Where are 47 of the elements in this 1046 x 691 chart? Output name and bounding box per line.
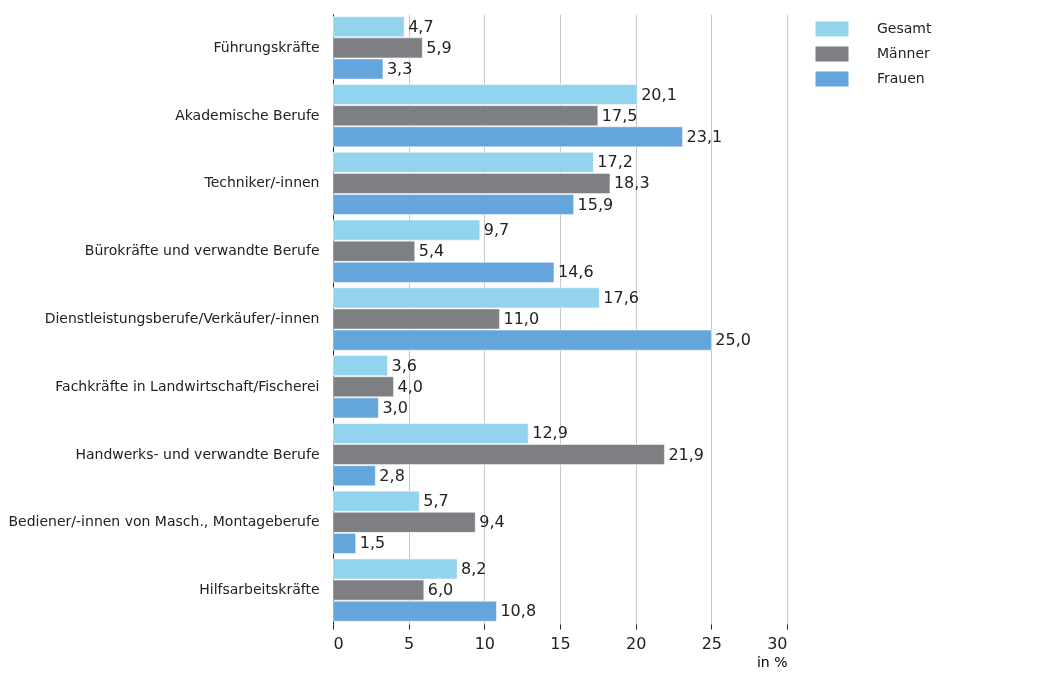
data-label: 3,0 [382, 397, 408, 417]
data-label: 3,3 [386, 59, 413, 79]
x-tick-label: 20 [625, 633, 647, 653]
legend-label: Männer [877, 45, 931, 61]
data-label: 9,7 [483, 220, 510, 240]
x-tick-label: 15 [550, 633, 571, 653]
data-label: 2,8 [379, 465, 405, 485]
x-tick-label: 5 [404, 633, 415, 653]
data-label: 8,2 [461, 558, 487, 578]
y-tick-label: Handwerks- und verwandte Berufe [75, 445, 320, 462]
legend-label: Gesamt [877, 20, 932, 36]
data-label: 4,0 [397, 376, 423, 396]
data-label: 11,0 [503, 309, 540, 328]
x-axis-title: in % [756, 653, 788, 670]
y-tick-label: Dienstleistungsberufe/Verkäufer/-innen [44, 310, 320, 326]
x-tick-label: 10 [474, 633, 496, 653]
y-tick-label: Bürokräfte und verwandte Berufe [84, 242, 320, 259]
data-label: 18,3 [613, 173, 650, 193]
data-label: 23,1 [686, 126, 723, 146]
y-tick-label: Führungskräfte [213, 38, 320, 55]
x-tick-label: 0 [333, 633, 344, 653]
data-label: 1,5 [359, 533, 386, 553]
data-label: 21,9 [668, 444, 705, 464]
y-tick-label: Fachkräfte in Landwirtschaft/Fischerei [55, 377, 320, 394]
y-tick-label: Hilfsarbeitskräfte [199, 581, 320, 598]
data-label: 5,7 [423, 491, 449, 511]
data-label: 14,6 [557, 262, 594, 282]
data-label: 9,4 [479, 512, 505, 532]
data-label: 17,2 [597, 152, 633, 172]
data-label: 6,0 [427, 580, 454, 600]
x-tick-label: 30 [767, 633, 788, 653]
data-label: 10,8 [500, 601, 537, 621]
data-label: 17,5 [601, 105, 638, 125]
data-label: 12,9 [532, 423, 568, 443]
data-label: 15,9 [577, 194, 614, 214]
data-label: 5,9 [426, 37, 452, 57]
data-label: 17,6 [603, 287, 639, 307]
y-tick-label: Akademische Berufe [175, 106, 320, 123]
x-tick-label: 25 [701, 633, 723, 653]
data-label: 4,7 [408, 16, 434, 36]
data-label: 25,0 [715, 330, 751, 350]
data-label: 3,6 [391, 355, 417, 375]
data-label: 20,1 [641, 84, 677, 104]
y-tick-label: Techniker/-innen [203, 174, 320, 191]
data-label: 5,4 [418, 241, 445, 261]
y-tick-label: Bediener/-innen von Masch., Montageberufe [8, 513, 320, 530]
legend-label: Frauen [877, 70, 925, 86]
